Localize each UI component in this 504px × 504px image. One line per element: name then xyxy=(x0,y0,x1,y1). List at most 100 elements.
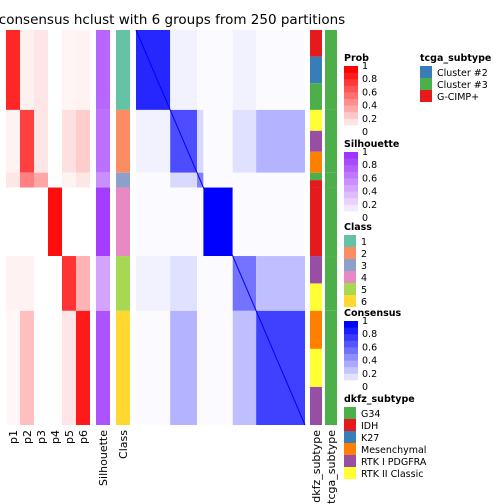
legend-item-label: 2 xyxy=(361,249,367,260)
legend-gradient-step xyxy=(344,185,358,193)
dkfz-cell xyxy=(310,30,322,57)
legend-item-label: 4 xyxy=(361,273,367,284)
column-label: p2 xyxy=(21,430,34,444)
consensus-block xyxy=(170,187,198,257)
consensus-block xyxy=(256,109,305,173)
class-cell xyxy=(116,109,130,173)
prob-cell xyxy=(62,187,76,257)
dkfz-cell xyxy=(310,348,322,387)
legend-gradient-step xyxy=(344,198,358,206)
tcga-cell xyxy=(325,310,337,425)
legend-gradient-step xyxy=(344,334,358,342)
legend-title: tcga_subtype xyxy=(420,53,491,64)
prob-cell xyxy=(48,187,62,257)
legend-swatch xyxy=(344,247,356,259)
legend-gradient-step xyxy=(344,92,358,100)
legend-title: Prob xyxy=(344,53,369,64)
legend-gradient-step xyxy=(344,191,358,199)
dkfz-cell xyxy=(310,109,322,131)
silhouette-cell xyxy=(96,30,110,110)
legend-gradient-step xyxy=(344,118,358,126)
tcga-cell xyxy=(325,30,337,110)
prob-cell xyxy=(6,310,20,425)
dkfz-cell xyxy=(310,180,322,188)
prob-cell xyxy=(48,109,62,173)
legend-tick: 0 xyxy=(362,127,368,138)
prob-cell xyxy=(76,310,90,425)
silhouette-cell xyxy=(96,256,110,311)
consensus-block xyxy=(256,187,305,257)
dkfz-cell xyxy=(310,283,322,311)
consensus-block xyxy=(203,172,233,188)
legend-swatch xyxy=(344,235,356,247)
legend-swatch xyxy=(344,407,356,419)
prob-cell xyxy=(34,30,48,110)
legend-gradient-step xyxy=(344,171,358,179)
class-cell xyxy=(116,256,130,311)
legend-swatch xyxy=(344,419,356,431)
legend-item-label: K27 xyxy=(361,433,379,444)
prob-cell xyxy=(20,109,34,173)
legend-tick: 0.4 xyxy=(362,356,377,367)
legend-gradient-step xyxy=(344,367,358,375)
legend-tick: 0.6 xyxy=(362,342,377,353)
legend-item-label: IDH xyxy=(361,421,378,432)
dkfz-subtype-annotation xyxy=(310,30,322,425)
prob-cell xyxy=(62,172,76,188)
column-label: p4 xyxy=(49,430,62,444)
legend-swatch xyxy=(420,66,432,78)
legend-gradient-step xyxy=(344,99,358,107)
legend-gradient-step xyxy=(344,125,358,133)
legend-tick: 0 xyxy=(362,382,368,393)
consensus-block xyxy=(256,256,305,311)
legend-item-label: Cluster #2 xyxy=(437,68,488,79)
legend-item-label: 1 xyxy=(361,237,367,248)
legend-gradient-step xyxy=(344,178,358,186)
prob-cell xyxy=(20,256,34,311)
legend-item-label: 5 xyxy=(361,285,367,296)
dkfz-cell xyxy=(310,386,322,425)
consensus-block xyxy=(197,30,204,110)
legend-gradient-step xyxy=(344,327,358,335)
legend-gradient-step xyxy=(344,112,358,120)
legend-tick: 0.8 xyxy=(362,160,377,171)
class-cell xyxy=(116,172,130,188)
legend-tick: 1 xyxy=(362,61,368,72)
consensus-block xyxy=(232,310,257,425)
legend-tick: 0.6 xyxy=(362,87,377,98)
consensus-block xyxy=(203,310,233,425)
dkfz-cell xyxy=(310,56,322,84)
consensus-block xyxy=(232,30,257,110)
class-annotation xyxy=(116,30,130,425)
legend-gradient-step xyxy=(344,373,358,381)
legend-item-label: RTK I PDGFRA xyxy=(361,457,427,468)
prob-cell xyxy=(6,109,20,173)
legend-gradient-step xyxy=(344,66,358,74)
legend-title: Class xyxy=(344,222,372,233)
consensus-block xyxy=(256,30,305,110)
prob-cell xyxy=(34,256,48,311)
consensus-block xyxy=(170,172,198,188)
consensus-block xyxy=(232,187,257,257)
column-label: Class xyxy=(117,430,130,459)
legend-gradient-step xyxy=(344,158,358,166)
legend-gradient-step xyxy=(344,72,358,80)
prob-cell xyxy=(76,30,90,110)
consensus-block xyxy=(170,310,198,425)
consensus-block xyxy=(197,187,204,257)
consensus-block xyxy=(203,109,233,173)
consensus-block xyxy=(256,172,305,188)
legend-swatch xyxy=(344,283,356,295)
consensus-block xyxy=(170,256,198,311)
legend-gradient-step xyxy=(344,360,358,368)
legend-gradient-step xyxy=(344,340,358,348)
column-label: p5 xyxy=(63,430,76,444)
prob-cell xyxy=(34,187,48,257)
consensus-block xyxy=(197,256,204,311)
prob-cell xyxy=(34,172,48,188)
legend-gradient-step xyxy=(344,354,358,362)
tcga-subtype-annotation xyxy=(325,30,337,425)
legend-gradient-step xyxy=(344,79,358,87)
legend-swatch xyxy=(344,467,356,479)
legend-title: Silhouette xyxy=(344,139,399,150)
